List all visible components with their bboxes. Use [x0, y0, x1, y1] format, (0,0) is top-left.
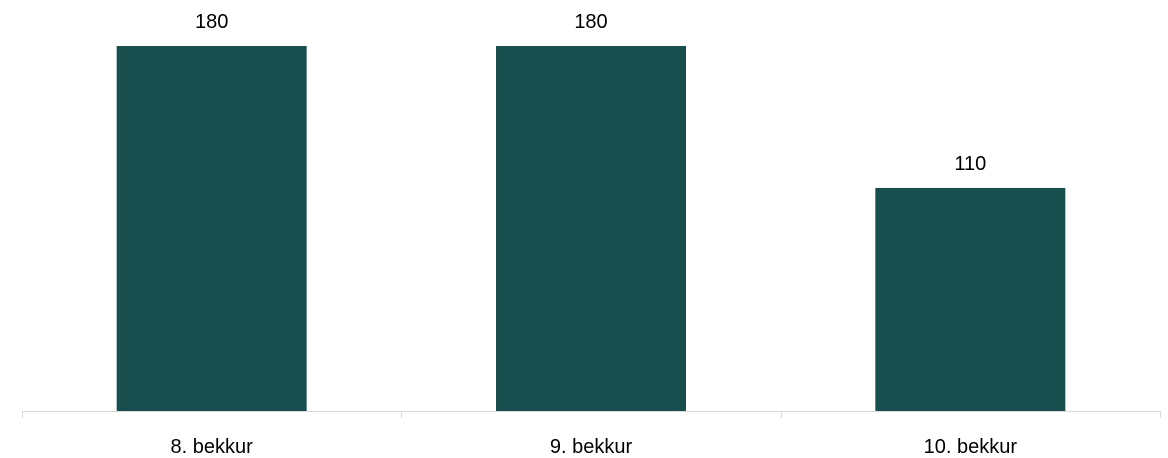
x-tick-label-1: 8. bekkur: [171, 436, 254, 458]
x-tick-labels-layer: 8. bekkur 9. bekkur 10. bekkur: [171, 436, 1018, 458]
data-label-1: 180: [195, 11, 228, 33]
data-labels-layer: 180 180 110: [195, 11, 986, 175]
bars-layer: [116, 46, 1066, 411]
data-label-3: 110: [954, 153, 986, 175]
data-label-2: 180: [574, 11, 607, 33]
bar-3: [875, 187, 1066, 411]
x-axis: [22, 411, 1161, 418]
bar-1: [116, 46, 307, 411]
x-tick-label-3: 10. bekkur: [924, 436, 1018, 458]
x-tick-label-2: 9. bekkur: [550, 436, 633, 458]
bar-2: [496, 46, 686, 411]
